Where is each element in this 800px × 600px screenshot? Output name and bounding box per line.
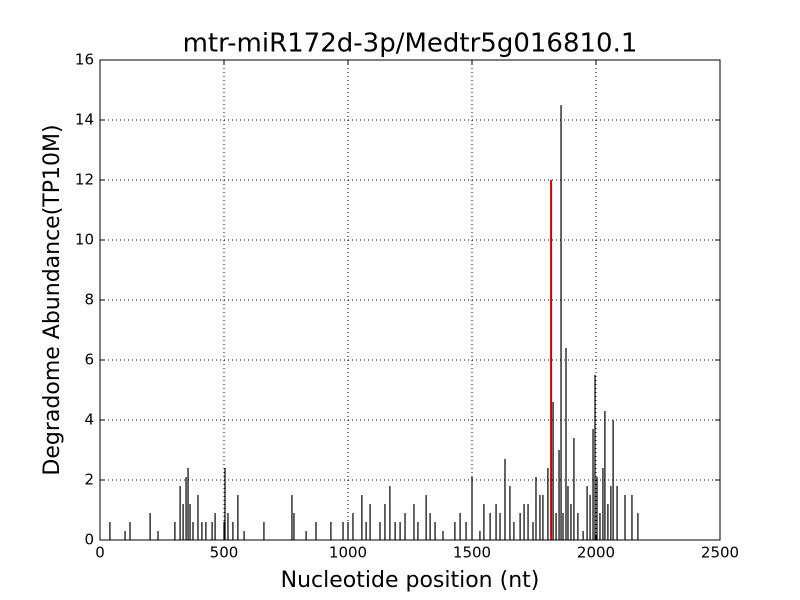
y-tick-label: 16	[75, 51, 94, 69]
y-tick-label: 10	[75, 231, 94, 249]
x-tick-label: 2000	[577, 544, 615, 562]
x-axis-label: Nucleotide position (nt)	[281, 568, 540, 593]
y-tick-label: 4	[84, 411, 94, 429]
x-tick-label: 500	[210, 544, 239, 562]
y-tick-label: 8	[84, 291, 94, 309]
y-tick-label: 14	[75, 111, 94, 129]
x-tick-label: 0	[95, 544, 105, 562]
y-tick-label: 2	[84, 471, 94, 489]
x-tick-label: 2500	[701, 544, 739, 562]
y-tick-label: 0	[84, 531, 94, 549]
y-axis-label: Degradome Abundance(TP10M)	[40, 124, 65, 475]
y-tick-label: 6	[84, 351, 94, 369]
x-tick-label: 1000	[329, 544, 367, 562]
chart-title: mtr-miR172d-3p/Medtr5g016810.1	[183, 29, 638, 59]
plot-frame	[99, 59, 721, 541]
y-tick-label: 12	[75, 171, 94, 189]
x-tick-label: 1500	[453, 544, 491, 562]
